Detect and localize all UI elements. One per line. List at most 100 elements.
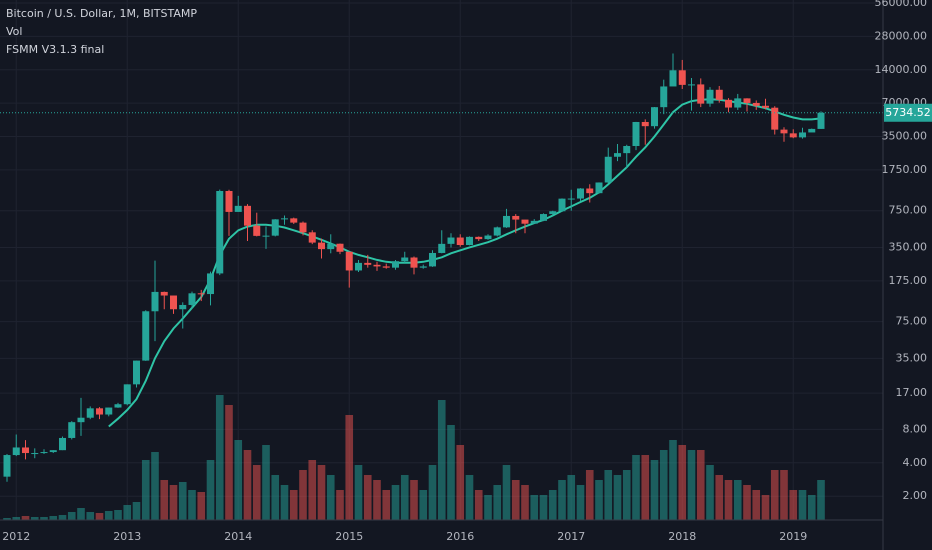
volume-bar [114, 510, 122, 520]
volume-bar [382, 490, 391, 520]
candle-body [549, 211, 557, 215]
volume-bar [585, 470, 594, 520]
volume-bar [21, 516, 30, 520]
volume-bar [604, 470, 613, 520]
candle-body [651, 107, 658, 127]
volume-bar [530, 495, 539, 520]
candle-body [540, 214, 547, 221]
volume-bar [539, 495, 548, 520]
y-tick-label: 350.00 [889, 240, 928, 253]
volume-bar [558, 480, 566, 520]
candle-body [355, 262, 362, 271]
candle-body [789, 133, 797, 138]
volume-bar [373, 480, 381, 520]
volume-bar [40, 517, 48, 520]
volume-bar [336, 490, 344, 520]
volume-bar [761, 495, 770, 520]
candle-body [512, 215, 520, 220]
candle-body [799, 132, 806, 138]
volume-bar [49, 516, 58, 520]
candle-body [160, 291, 168, 296]
x-tick-label: 2018 [668, 530, 696, 543]
volume-bar [225, 405, 233, 520]
candle-body [595, 182, 603, 194]
y-tick-label: 35.00 [896, 351, 928, 364]
candle-body [105, 407, 113, 415]
volume-bar [650, 460, 659, 520]
volume-bar [521, 485, 529, 520]
candle-body [808, 128, 816, 133]
volume-bar [30, 517, 39, 520]
volume-bar [817, 480, 825, 520]
price-label-box [884, 103, 932, 122]
volume-bar [271, 475, 280, 520]
volume-bar [567, 475, 576, 520]
volume-bar [86, 512, 95, 520]
candle-body [771, 107, 779, 130]
volume-bar [780, 470, 788, 520]
candle-body [364, 262, 372, 265]
x-tick-label: 2012 [2, 530, 30, 543]
candle-body [762, 105, 769, 108]
x-tick-label: 2017 [557, 530, 585, 543]
volume-bar [493, 485, 502, 520]
candle-layer [0, 53, 883, 482]
volume-bar [696, 450, 705, 520]
indicator-label: Vol [6, 25, 22, 38]
y-tick-label: 75.00 [896, 315, 928, 328]
candle-body [225, 190, 233, 212]
candle-body [142, 311, 150, 361]
volume-layer [3, 395, 825, 520]
volume-bar [715, 475, 724, 520]
volume-bar [632, 455, 640, 520]
candle-body [429, 252, 436, 267]
volume-bar [95, 513, 104, 520]
candle-body [530, 220, 538, 224]
candle-body [660, 86, 668, 108]
y-tick-label: 2.00 [903, 489, 928, 502]
y-tick-label: 3500.00 [882, 130, 928, 143]
volume-bar [548, 490, 557, 520]
volume-bar [141, 460, 150, 520]
volume-bar [77, 508, 85, 520]
candle-body [438, 243, 446, 253]
candle-body [345, 251, 353, 271]
candle-body [456, 237, 464, 246]
volume-bar [789, 490, 798, 520]
candle-body [216, 190, 224, 274]
x-tick-label: 2014 [224, 530, 252, 543]
volume-bar [67, 512, 76, 520]
candle-body [743, 98, 751, 103]
candle-body [68, 422, 76, 438]
candle-body [318, 242, 325, 250]
volume-bar [391, 485, 400, 520]
candle-body [493, 227, 501, 236]
candle-body [419, 266, 427, 268]
volume-bar [299, 470, 307, 520]
candle-body [567, 198, 575, 200]
candle-body [271, 219, 279, 236]
y-tick-label: 1750.00 [882, 163, 928, 176]
candle-body [780, 129, 788, 134]
volume-bar [169, 485, 178, 520]
volume-bar [123, 505, 132, 520]
chart-title: Bitcoin / U.S. Dollar, 1M, BITSTAMP [6, 7, 197, 20]
candle-body [12, 447, 20, 456]
candle-body [466, 236, 473, 246]
volume-bar [770, 470, 779, 520]
x-tick-label: 2019 [779, 530, 807, 543]
candle-body [484, 235, 492, 240]
volume-bar [428, 465, 437, 520]
candle-body [49, 450, 57, 453]
candle-body [22, 447, 29, 454]
volume-bar [160, 480, 169, 520]
candle-body [327, 243, 335, 250]
volume-bar [474, 490, 483, 520]
volume-bar [308, 460, 317, 520]
candle-body [86, 408, 94, 418]
volume-bar [178, 482, 187, 520]
volume-bar [502, 465, 511, 520]
volume-bar [807, 495, 816, 520]
